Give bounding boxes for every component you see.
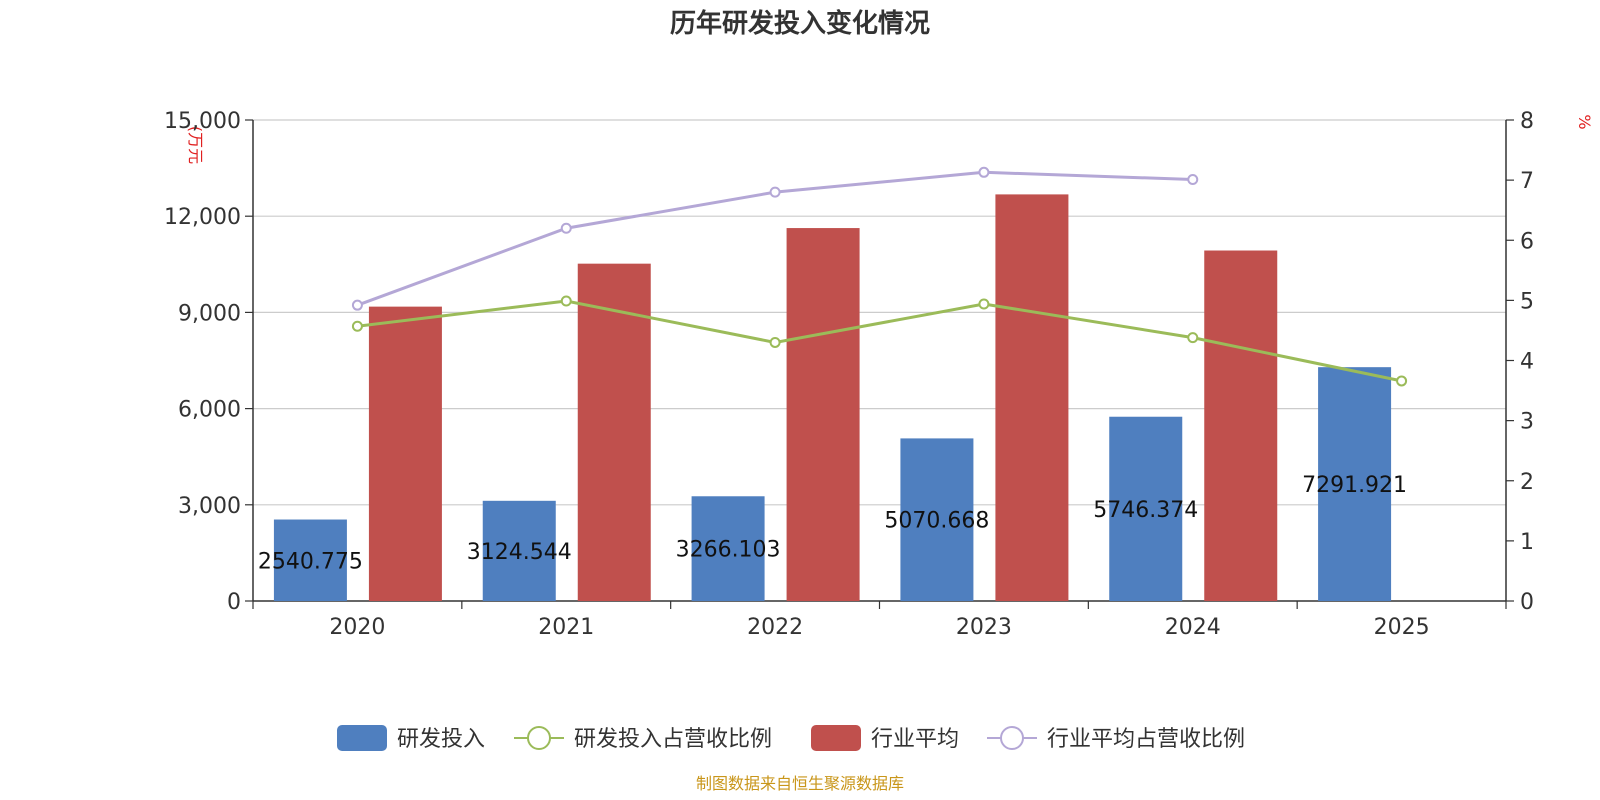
bars	[273, 194, 1392, 602]
bar-industry-average	[995, 194, 1069, 602]
line-point	[351, 299, 363, 311]
right-axis-tick-label: 3	[1520, 410, 1534, 435]
left-axis-tick-label: 12,000	[164, 205, 241, 230]
bar-data-label: 7291.921	[1302, 473, 1407, 498]
line-point	[351, 320, 363, 332]
line-point	[769, 186, 781, 198]
bar-data-label: 3124.544	[467, 540, 572, 565]
legend-label: 行业平均	[871, 727, 959, 752]
x-axis-tick-label: 2020	[329, 615, 385, 640]
x-axis-tick-label: 2021	[538, 615, 594, 640]
right-axis-tick-label: 1	[1520, 530, 1534, 555]
line-point	[1187, 332, 1199, 344]
right-axis-unit: %	[1575, 114, 1594, 129]
legend-swatch-marker	[527, 726, 551, 750]
right-axis-tick-label: 8	[1520, 109, 1534, 134]
line-1	[357, 299, 1402, 383]
line-point	[1187, 174, 1199, 186]
line-point	[769, 336, 781, 348]
bar-rd-investment	[1109, 416, 1183, 601]
bar-data-label: 2540.775	[258, 549, 363, 574]
grid-lines	[253, 119, 1506, 506]
data-labels: 2540.775 3124.544 3266.103 5070.668 5746.374…	[258, 473, 1407, 574]
bar-industry-average	[577, 263, 651, 601]
right-axis-tick-label: 2	[1520, 470, 1534, 495]
left-axis-tick-label: 0	[227, 590, 241, 615]
legend-swatch	[337, 725, 387, 751]
right-axis-tick-label: 0	[1520, 590, 1534, 615]
right-axis-tick-label: 6	[1520, 229, 1534, 254]
x-axis-tick-label: 2023	[956, 615, 1012, 640]
legend-swatch	[811, 725, 861, 751]
left-axis-tick-label: 3,000	[178, 494, 241, 519]
bar-industry-average	[786, 228, 860, 601]
line-point	[560, 222, 572, 234]
x-axis-tick-label: 2025	[1374, 615, 1430, 640]
legend-label: 行业平均占营收比例	[1047, 727, 1245, 752]
legend: 研发投入 研发投入占营收比例 行业平均 行业平均占营收比例	[337, 725, 1245, 752]
bar-rd-investment	[1318, 367, 1392, 601]
right-axis-tick-label: 5	[1520, 289, 1534, 314]
data-source: 制图数据来自恒生聚源数据库	[696, 774, 904, 793]
x-axis-tick-label: 2024	[1165, 615, 1221, 640]
lines	[351, 166, 1408, 387]
chart-title: 历年研发投入变化情况	[670, 8, 930, 39]
bar-data-label: 5070.668	[884, 509, 989, 534]
left-axis-tick-label: 15,000	[164, 109, 241, 134]
bar-data-label: 3266.103	[676, 538, 781, 563]
bar-industry-average	[1204, 250, 1278, 601]
bar-rd-investment	[691, 496, 765, 601]
line-point	[560, 295, 572, 307]
legend-label: 研发投入占营收比例	[574, 727, 772, 752]
bar-rd-investment	[900, 438, 974, 601]
x-axis-tick-label: 2022	[747, 615, 803, 640]
right-axis-tick-label: 7	[1520, 169, 1534, 194]
line-point	[1396, 375, 1408, 387]
axes: 0 3,000 6,000 9,000 12,000 15,000 0 1 2 3 4 5 6 7 8 202…	[164, 109, 1534, 640]
bar-rd-investment	[273, 519, 347, 601]
legend-swatch-marker	[1000, 726, 1024, 750]
bar-data-label: 5746.374	[1093, 498, 1198, 523]
bar-rd-investment	[482, 500, 556, 601]
left-axis-tick-label: 9,000	[178, 301, 241, 326]
line-point	[978, 298, 990, 310]
line-point	[978, 166, 990, 178]
legend-label: 研发投入	[397, 727, 485, 752]
right-axis-tick-label: 4	[1520, 350, 1534, 375]
left-axis-unit: (万元	[186, 126, 205, 164]
left-axis-tick-label: 6,000	[178, 398, 241, 423]
bar-industry-average	[368, 306, 442, 601]
